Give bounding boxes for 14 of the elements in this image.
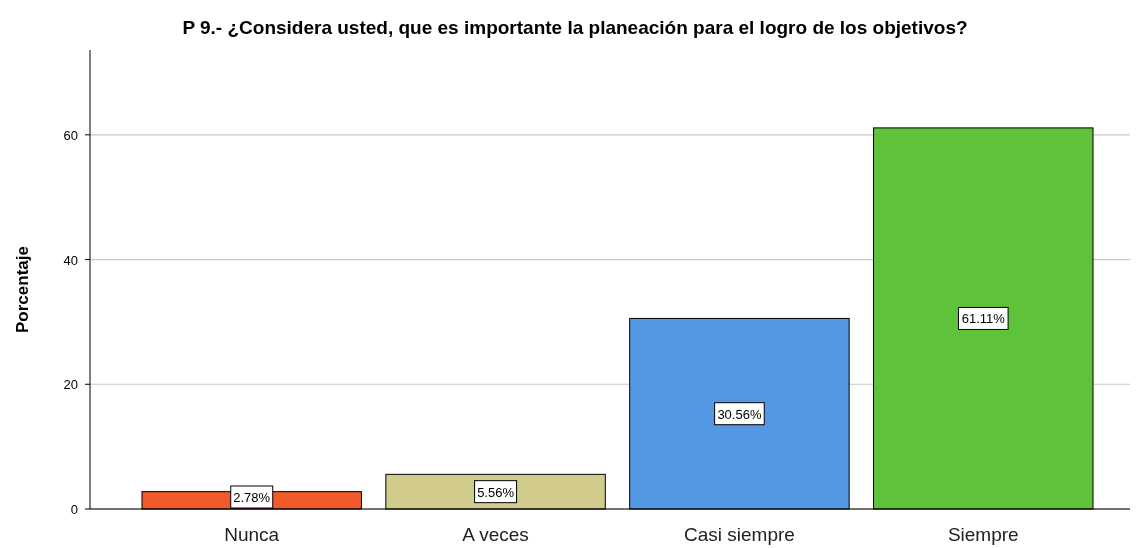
data-label: 2.78% bbox=[233, 490, 271, 505]
x-tick-label: Casi siempre bbox=[683, 524, 795, 545]
chart-title: P 9.- ¿Considera usted, que es importante la planeación para el logro de los objetivos? bbox=[182, 17, 968, 38]
x-tick-label: A veces bbox=[462, 524, 529, 545]
y-tick-label: 20 bbox=[63, 377, 78, 393]
x-tick-label: Siempre bbox=[947, 524, 1019, 545]
data-label: 5.56% bbox=[477, 484, 515, 500]
y-tick-label: 60 bbox=[63, 127, 78, 143]
x-tick-label: Nunca bbox=[224, 524, 280, 545]
data-label: 61.11% bbox=[961, 311, 1006, 327]
y-tick-label: 40 bbox=[63, 252, 78, 268]
y-tick-label: 0 bbox=[70, 502, 78, 517]
data-label: 30.56% bbox=[717, 406, 762, 422]
y-axis-title: Porcentaje bbox=[13, 246, 32, 333]
